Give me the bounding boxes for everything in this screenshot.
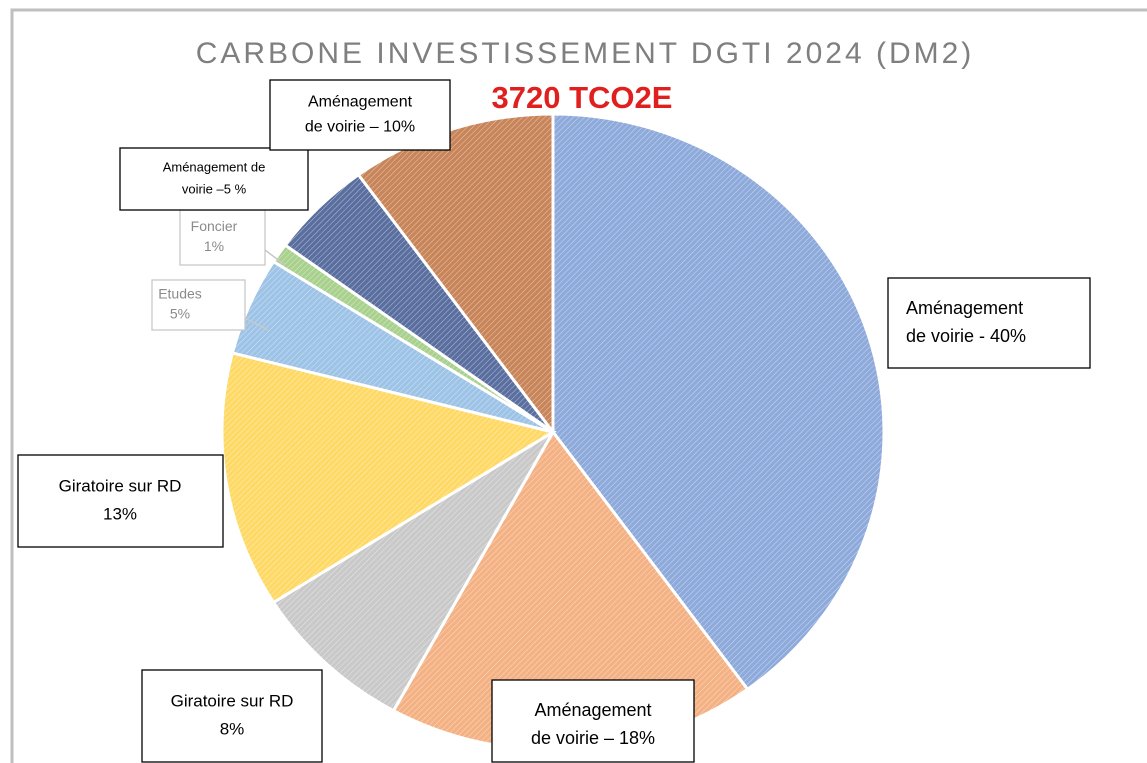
label-box — [17, 454, 224, 548]
slice-label: 8% — [220, 719, 245, 738]
label-box — [151, 279, 246, 331]
chart-title: CARBONE INVESTISSEMENT DGTI 2024 (DM2) — [196, 37, 975, 70]
slice-label: voirie –5 % — [182, 181, 247, 196]
pie-slice — [220, 351, 557, 605]
slice-label: Aménagement — [906, 298, 1023, 318]
pie-slice — [271, 430, 555, 713]
slice-label: 1% — [204, 238, 224, 254]
slice-label: 5% — [170, 306, 190, 322]
page-frame — [10, 8, 1147, 763]
leader-line — [264, 249, 286, 266]
slice-label: Etudes — [158, 286, 202, 302]
pie-slice — [356, 112, 555, 437]
chart-subtitle: 3720 TCO2E — [492, 80, 673, 115]
slice-label: Aménagement — [308, 94, 413, 111]
slice-label: 13% — [103, 504, 137, 523]
label-box — [119, 147, 309, 211]
label-box — [179, 209, 266, 266]
leader-line — [244, 317, 269, 331]
slice-label: Giratoire sur RD — [171, 691, 294, 710]
slice-label: Giratoire sur RD — [59, 476, 182, 495]
label-box — [269, 79, 451, 151]
slice-label: Aménagement — [534, 700, 651, 720]
label-box — [491, 679, 695, 763]
label-box — [887, 277, 1091, 369]
slice-label: Aménagement de — [163, 159, 266, 174]
label-box — [141, 669, 323, 763]
slice-label: de voirie – 10% — [305, 119, 415, 136]
slice-label: de voirie - 40% — [906, 326, 1026, 346]
slice-label: Foncier — [191, 218, 238, 234]
pie-slice — [551, 112, 886, 692]
slice-label: de voirie – 18% — [531, 728, 655, 748]
